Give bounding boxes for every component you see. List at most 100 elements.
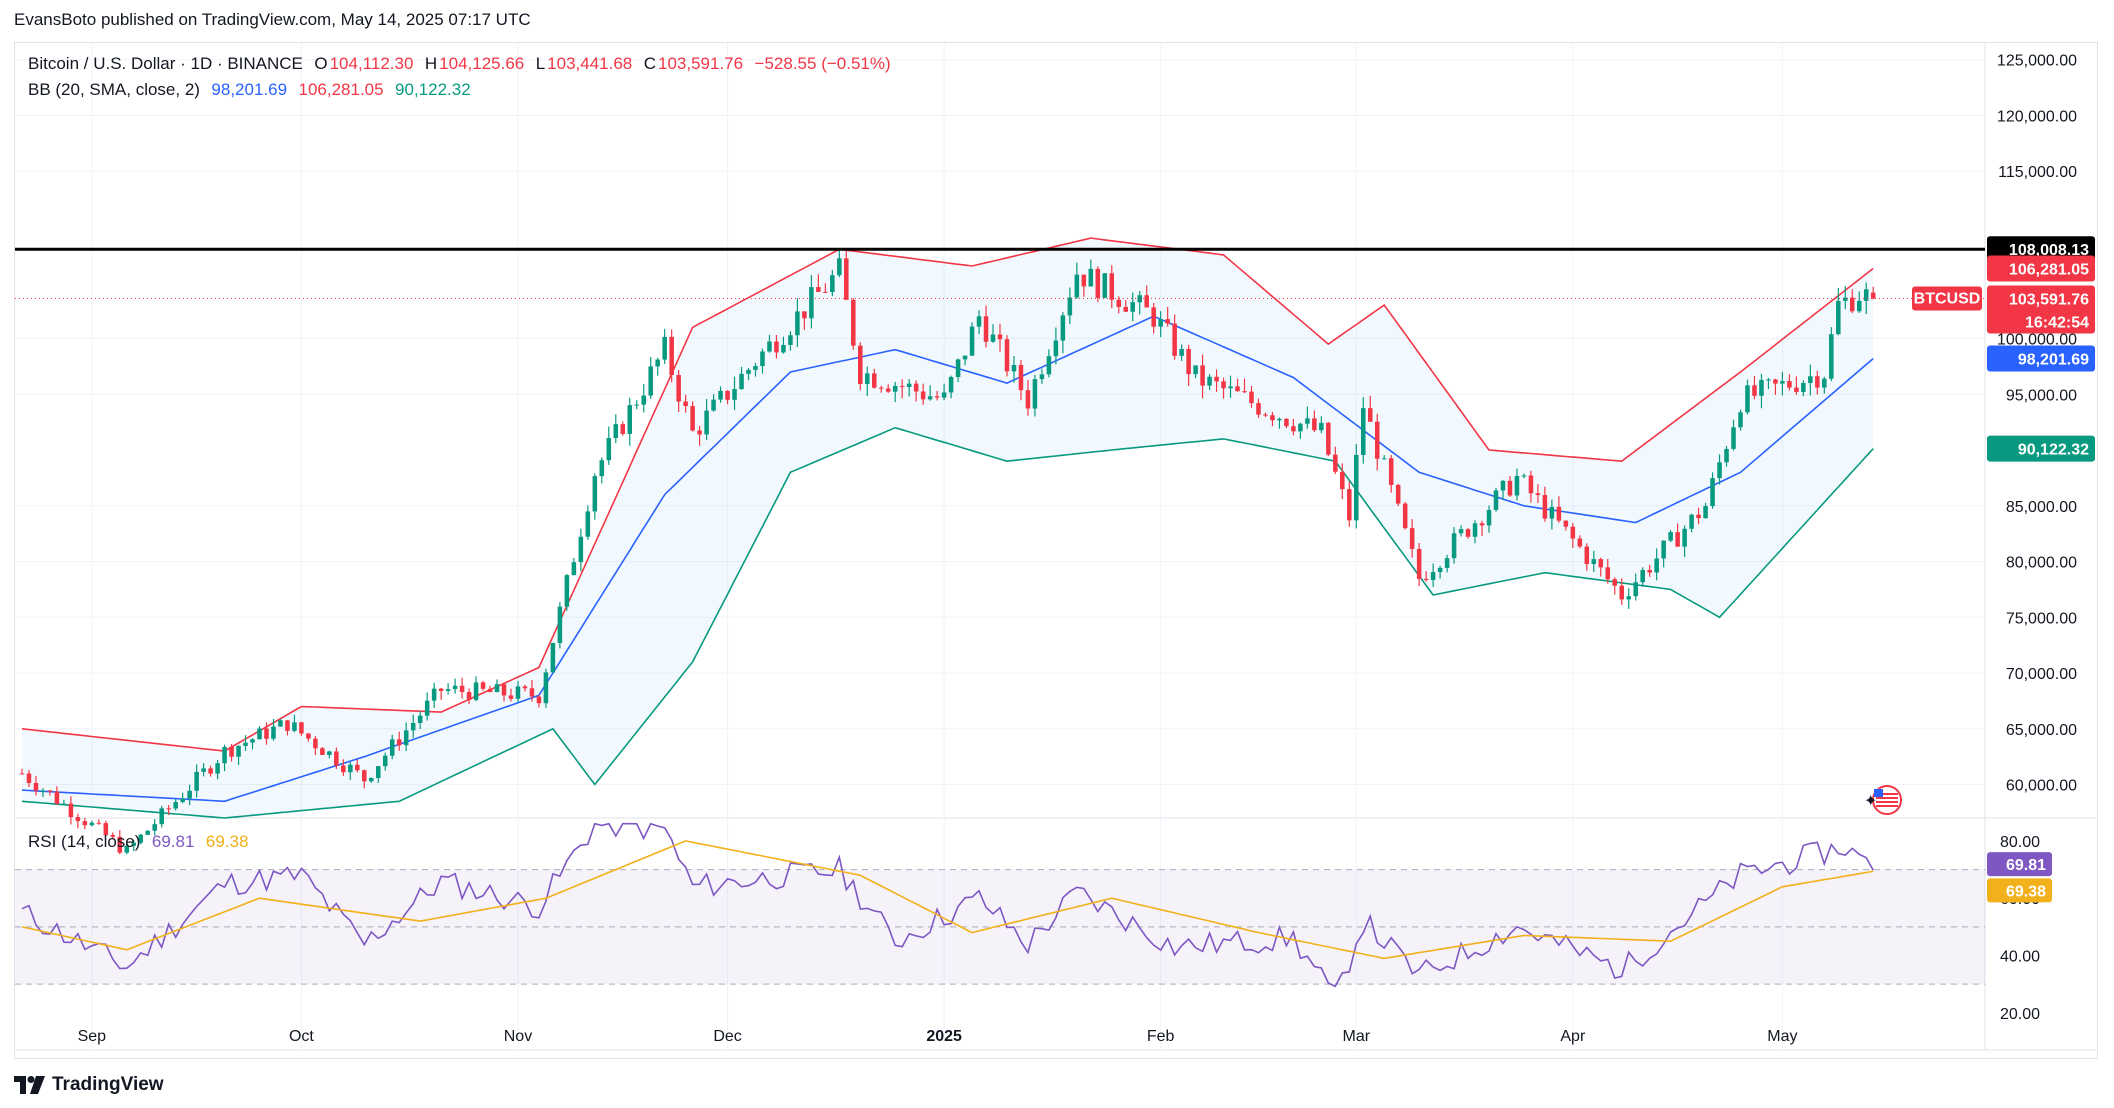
candle-body (1808, 376, 1813, 383)
candle-body (257, 728, 262, 740)
candle-body (1486, 509, 1492, 526)
candle-body (1745, 385, 1750, 413)
candle-body (1039, 374, 1045, 380)
candle-body (704, 410, 709, 435)
candle-body (864, 373, 870, 384)
candle-body (1360, 408, 1366, 455)
candle-body (417, 715, 423, 723)
symbol-title[interactable]: Bitcoin / U.S. Dollar · 1D · BINANCE (28, 54, 303, 73)
chart-frame (14, 42, 2098, 1059)
time-tick-label: Sep (78, 1028, 107, 1045)
candle-body (229, 746, 234, 757)
candle-body (1437, 567, 1443, 573)
candle-body (1172, 323, 1177, 356)
candle-body (215, 763, 220, 774)
candle-body (1507, 480, 1513, 496)
candle-body (110, 835, 116, 837)
candle-body (47, 790, 53, 792)
candle-body (306, 733, 311, 739)
symbol-tag-text: BTCUSD (1914, 290, 1981, 307)
candle-body (1696, 514, 1701, 519)
candle-body (355, 764, 360, 771)
candle-body (26, 773, 32, 783)
candle-body (906, 383, 912, 387)
candle-body (1102, 273, 1108, 298)
candle-body (655, 359, 660, 367)
candle-body (159, 808, 164, 825)
candle-body (690, 406, 695, 431)
candle-body (1130, 302, 1136, 312)
rsi-ma-tag-bg (1987, 878, 2052, 903)
tradingview-brand: TradingView (52, 1074, 164, 1095)
candle-body (1053, 340, 1059, 357)
price-tick-label: 100,000.00 (1997, 332, 2077, 349)
candle-body (1619, 585, 1625, 600)
bb-label[interactable]: BB (20, SMA, close, 2) (28, 80, 200, 99)
candle-body (152, 824, 157, 831)
candle-body (1004, 339, 1010, 372)
candle-body (473, 682, 479, 700)
candle-body (410, 722, 416, 731)
candle-body (536, 696, 542, 704)
candle-body (1577, 538, 1583, 547)
close-label: C (643, 54, 656, 73)
candle-body (243, 742, 248, 746)
candle-body (739, 373, 744, 390)
candle-body (1416, 548, 1422, 579)
price-tick-label: 95,000.00 (2006, 387, 2077, 404)
candle-body (627, 405, 633, 434)
candle-body (1200, 365, 1205, 386)
candle-body (382, 755, 388, 767)
candle-body (33, 782, 39, 791)
candle-body (54, 791, 60, 804)
candle-body (1228, 386, 1233, 389)
candle-body (1703, 506, 1708, 519)
candle-body (1773, 379, 1778, 384)
candle-body (1347, 489, 1352, 521)
candle-body (1458, 529, 1464, 534)
rsi-label[interactable]: RSI (14, close) (28, 832, 141, 851)
candle-body (1249, 391, 1254, 404)
candle-body (969, 326, 975, 356)
candle-body (1116, 299, 1122, 307)
candle-body (1654, 558, 1659, 573)
candle-body (1291, 426, 1296, 432)
candle-body (746, 369, 751, 374)
candle-body (424, 700, 430, 716)
low-label: L (535, 54, 546, 73)
candle-body (976, 316, 982, 327)
candle-body (1011, 365, 1017, 372)
candle-body (369, 777, 374, 782)
time-tick-label: Oct (289, 1028, 314, 1045)
tradingview-logo[interactable]: TradingView (14, 1074, 164, 1096)
candle-body (606, 438, 612, 461)
candle-body (1801, 382, 1806, 392)
price-tick-label: 85,000.00 (2006, 499, 2077, 516)
candle-body (1710, 478, 1715, 507)
candle-body (1305, 418, 1310, 424)
open-label: O (314, 54, 328, 73)
candle-body (1689, 514, 1694, 529)
candle-body (1165, 319, 1170, 324)
candle-body (271, 726, 276, 739)
candle-body (1514, 475, 1520, 496)
bb-basis-tag-bg (1987, 345, 2095, 372)
price-tick-label: 75,000.00 (2006, 610, 2077, 627)
candle-body (1018, 365, 1024, 391)
candle-body (760, 351, 765, 367)
candle-body (543, 672, 549, 704)
candle-body (1409, 528, 1415, 549)
candle-body (250, 739, 255, 743)
candle-body (1479, 523, 1485, 526)
symbol-tag-bg (1912, 286, 1982, 311)
candle-body (1856, 300, 1862, 312)
candle-body (1675, 532, 1680, 547)
candle-body (334, 751, 339, 766)
candle-body (648, 366, 653, 396)
candle-body (634, 404, 640, 406)
high-label: H (424, 54, 438, 73)
candle-body (1221, 381, 1226, 389)
candle-body (871, 373, 877, 388)
bb-upper-tag-bg (1987, 255, 2095, 282)
